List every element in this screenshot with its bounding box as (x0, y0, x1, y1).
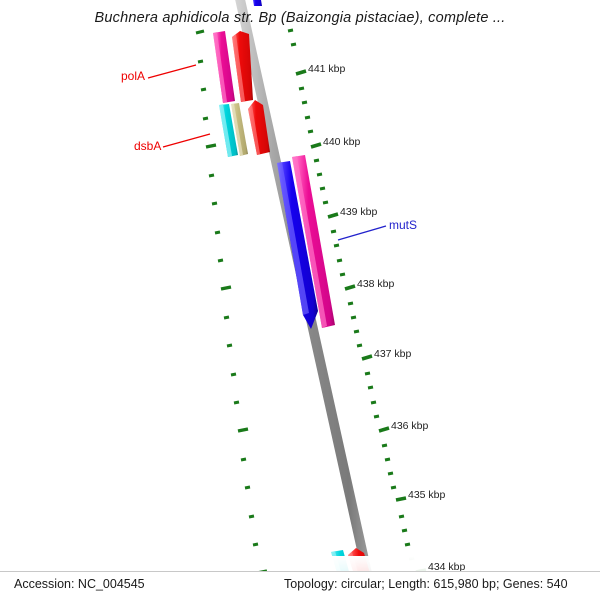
ruler-tick-label: 434 kbp (428, 561, 466, 573)
gene-muts-blue[interactable] (277, 161, 318, 329)
ruler-tick-label: 435 kbp (408, 489, 446, 501)
leader-line-mutS (337, 225, 387, 241)
gene-muts-magenta[interactable] (292, 155, 335, 328)
gene-dsba-red[interactable] (248, 100, 270, 155)
gene-dsba-khaki[interactable] (231, 103, 248, 156)
ruler-tick-label: 436 kbp (391, 420, 429, 432)
status-genome-info: Topology: circular; Length: 615,980 bp; … (284, 577, 568, 591)
feature-label-dsbA[interactable]: dsbA (134, 139, 162, 153)
page-title: Buchnera aphidicola str. Bp (Baizongia p… (94, 10, 506, 26)
feature-label-mutS[interactable]: mutS (389, 218, 418, 232)
feature-leader-lines (147, 64, 387, 241)
status-accession: Accession: NC_004545 (14, 577, 145, 591)
gene-top-red[interactable] (232, 31, 253, 102)
leader-line-dsbA (162, 133, 211, 148)
gene-above-title-blue[interactable] (252, 0, 262, 6)
ruler-tick-label: 439 kbp (340, 206, 378, 218)
feature-label-polA[interactable]: polA (121, 69, 146, 83)
ruler-tick-label: 437 kbp (374, 348, 412, 360)
ruler-tick-label: 438 kbp (357, 278, 395, 290)
gene-dsba-cyan[interactable] (219, 104, 238, 157)
leader-line-polA (147, 64, 197, 79)
status-bar: Accession: NC_004545 Topology: circular;… (0, 571, 600, 600)
gene-top-magenta[interactable] (213, 31, 235, 103)
ruler-track-right (287, 28, 427, 590)
ruler-tick-label: 441 kbp (308, 63, 346, 75)
ruler-tick-label: 440 kbp (323, 136, 361, 148)
